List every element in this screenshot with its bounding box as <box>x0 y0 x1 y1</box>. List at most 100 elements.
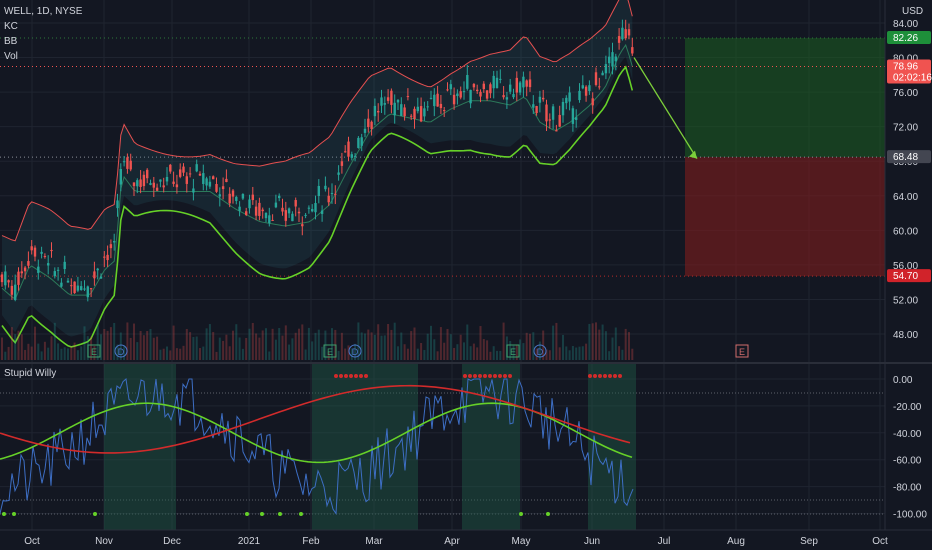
candle-body <box>400 104 403 116</box>
candle-body <box>492 75 495 89</box>
volume-bar <box>284 325 287 360</box>
candle-body <box>396 99 400 103</box>
osc-oversold-dot <box>93 512 97 516</box>
osc-overbought-dot <box>593 374 597 378</box>
candle-body <box>264 212 268 219</box>
candle-body <box>109 244 113 249</box>
candle-body <box>575 117 578 120</box>
volume-bar <box>459 334 462 360</box>
volume-bar <box>430 325 432 360</box>
event-dividend-marker <box>114 344 128 358</box>
volume-bar <box>103 329 106 360</box>
candle-body <box>278 195 281 199</box>
legend-bb[interactable]: BB <box>4 36 18 47</box>
candle-body <box>208 181 212 187</box>
volume-bar <box>397 346 399 360</box>
candle-body <box>218 194 221 197</box>
volume-bar <box>175 348 178 360</box>
candle-body <box>152 182 155 188</box>
volume-bar <box>552 325 555 360</box>
candle-body <box>479 91 482 97</box>
projection-arrow[interactable] <box>633 57 698 159</box>
volume-bar <box>393 322 396 360</box>
candle-body <box>76 285 80 291</box>
candle-body <box>139 179 142 187</box>
event-letter: D <box>118 347 125 357</box>
candle-body <box>251 194 254 201</box>
candle-body <box>142 174 146 187</box>
volume-bar <box>294 332 297 360</box>
volume-bar <box>199 348 201 360</box>
candle-body <box>489 84 492 94</box>
volume-bar <box>571 345 574 360</box>
volume-bar <box>139 330 142 360</box>
candle-body <box>73 281 76 294</box>
volume-bars <box>1 322 634 360</box>
candle-body <box>182 166 185 173</box>
candle-body <box>261 209 264 212</box>
price-tick-label: 48.00 <box>893 330 918 341</box>
candle-body <box>89 288 93 290</box>
keltner-upper-line <box>1 0 633 242</box>
candle-body <box>360 137 363 146</box>
candle-body <box>419 106 423 122</box>
volume-bar <box>347 345 350 360</box>
legend-vol[interactable]: Vol <box>4 51 18 62</box>
candle-body <box>304 214 307 216</box>
candle-body <box>43 256 47 258</box>
candle-body <box>522 76 525 88</box>
candle-body <box>179 169 182 177</box>
legend-kc[interactable]: KC <box>4 21 18 32</box>
candle-body <box>228 193 231 204</box>
volume-bar <box>271 328 274 360</box>
volume-bar <box>70 346 73 360</box>
candle-body <box>307 207 311 209</box>
volume-bar <box>611 337 614 360</box>
candle-body <box>627 29 631 36</box>
candle-body <box>175 184 179 188</box>
volume-bar <box>601 324 604 360</box>
candle-body <box>604 64 608 74</box>
candle-body <box>393 102 396 116</box>
candle-body <box>344 151 347 153</box>
time-tick-label: Aug <box>727 536 745 547</box>
loss-zone <box>685 157 885 277</box>
position-zones[interactable] <box>0 37 885 277</box>
osc-overbought-dot <box>359 374 363 378</box>
volume-bar <box>4 351 7 360</box>
time-tick-label: Oct <box>24 536 40 547</box>
volume-bar <box>532 332 535 360</box>
candle-body <box>370 121 373 129</box>
time-tick-label: 2021 <box>238 536 261 547</box>
candle-body <box>172 181 175 184</box>
volume-bar <box>496 350 498 360</box>
symbol-title[interactable]: WELL, 1D, NYSE <box>4 6 83 17</box>
time-tick-label: Nov <box>95 536 113 547</box>
volume-bar <box>545 349 548 360</box>
candle-body <box>472 83 476 88</box>
candle-body <box>436 93 439 107</box>
candle-body <box>202 173 205 184</box>
oscillator-title[interactable]: Stupid Willy <box>4 368 57 379</box>
price-tick-label: 64.00 <box>893 192 918 203</box>
candle-body <box>466 75 469 89</box>
candle-body <box>413 108 416 119</box>
volume-bar <box>568 350 571 360</box>
volume-bar <box>40 351 43 360</box>
oscillator-panel[interactable] <box>0 363 636 530</box>
candle-body <box>542 97 545 100</box>
candle-body <box>17 271 20 285</box>
candle-body <box>205 178 208 186</box>
volume-bar <box>380 335 383 360</box>
event-letter: D <box>537 347 544 357</box>
volume-bar <box>73 342 76 360</box>
candle-body <box>482 83 485 90</box>
candle-body <box>357 137 360 148</box>
volume-bar <box>436 351 439 360</box>
volume-bar <box>195 336 198 360</box>
volume-bar <box>228 346 231 360</box>
candle-body <box>565 97 568 104</box>
